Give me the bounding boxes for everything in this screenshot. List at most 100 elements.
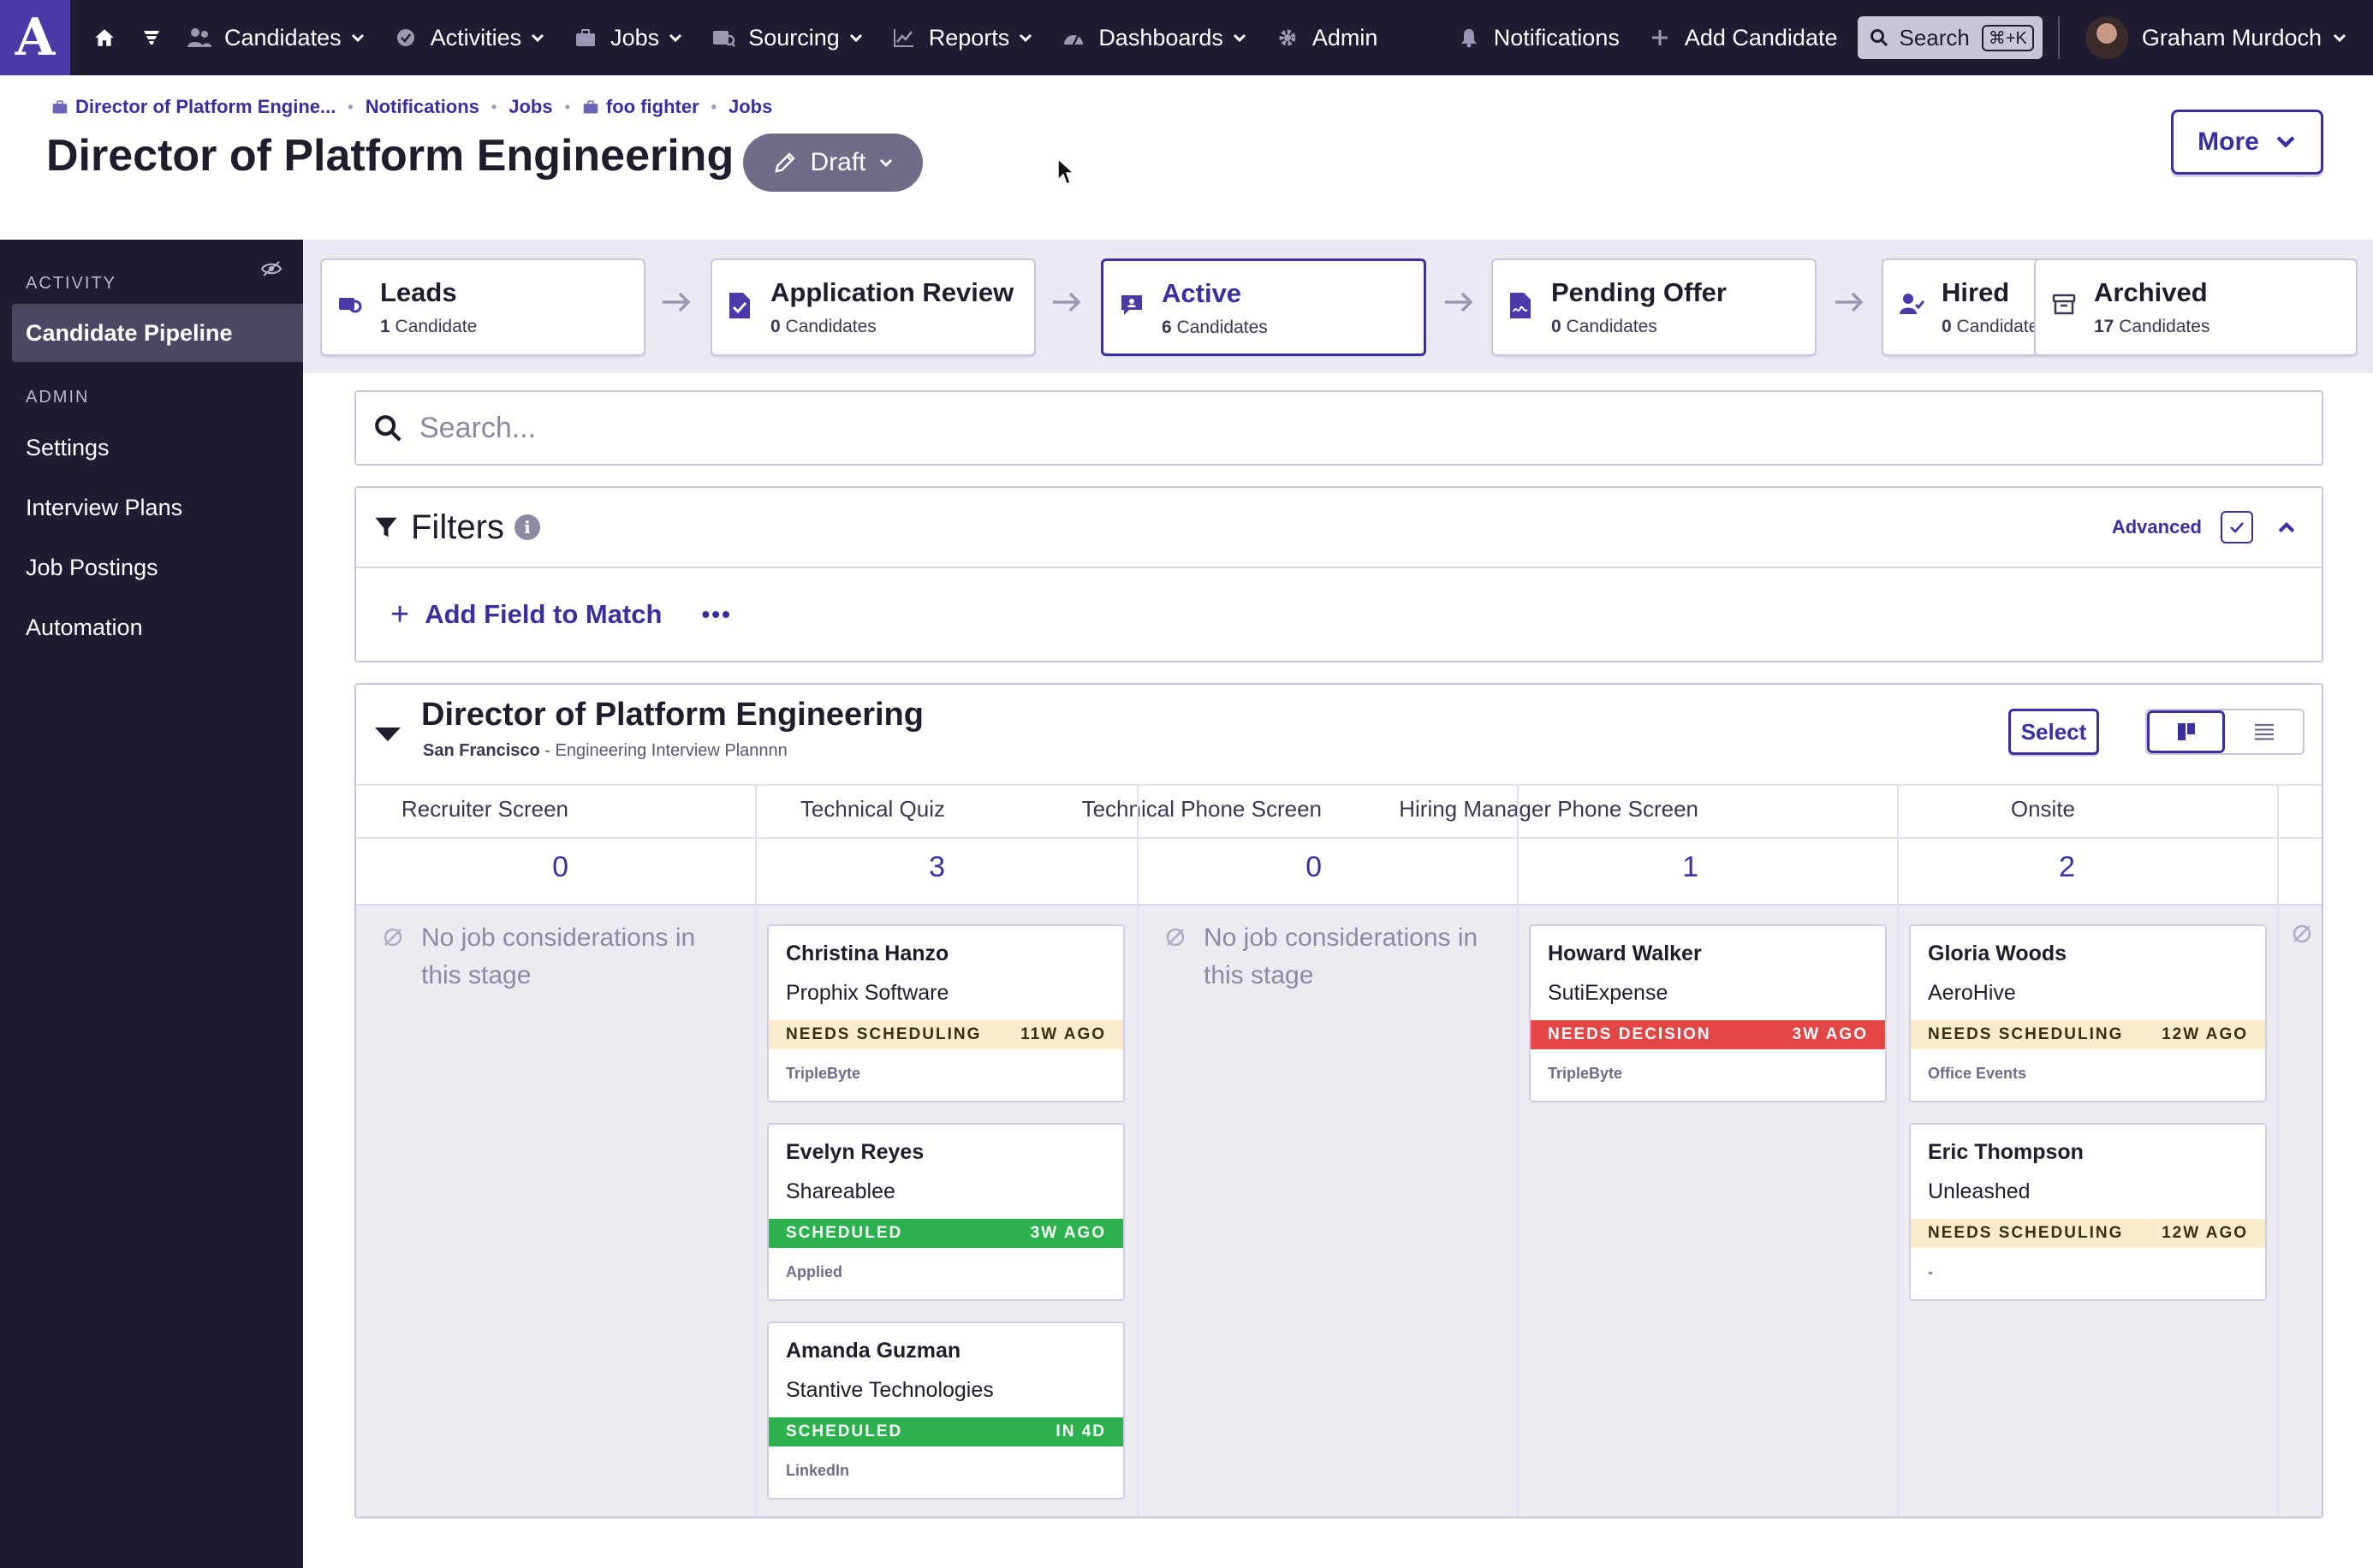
check-circle-icon (393, 25, 419, 50)
briefcase-icon (51, 99, 68, 115)
status-badge: NEEDS SCHEDULING 11W AGO (769, 1020, 1123, 1049)
pipeline-stage-active[interactable]: Active 6 Candidates (1101, 258, 1426, 356)
sourcing-icon (711, 25, 736, 50)
nav-jobs[interactable]: Jobs (559, 0, 697, 75)
pipeline-stage-pending-offer[interactable]: Pending Offer 0 Candidates (1491, 258, 1817, 356)
select-button[interactable]: Select (2008, 709, 2099, 755)
candidate-name: Gloria Woods (1928, 941, 2067, 965)
avatar[interactable] (2085, 16, 2128, 59)
chat-icon (1119, 292, 1145, 322)
nav-dashboards[interactable]: Dashboards (1047, 0, 1261, 75)
bell-icon (1456, 25, 1482, 50)
candidate-card[interactable]: Eric Thompson Unleashed NEEDS SCHEDULING… (1909, 1123, 2267, 1301)
nav-admin[interactable]: Admin (1261, 0, 1392, 75)
candidate-source: TripleByte (1548, 1065, 1623, 1082)
nav-candidates[interactable]: Candidates (173, 0, 379, 75)
status-dropdown[interactable]: Draft (743, 134, 923, 192)
pipeline-stage-application-review[interactable]: Application Review 0 Candidates (711, 258, 1036, 356)
nav-sourcing[interactable]: Sourcing (697, 0, 877, 75)
arrow-right-icon (1053, 292, 1081, 312)
candidate-source: - (1928, 1263, 1933, 1280)
sidebar-item-automation[interactable]: Automation (26, 614, 143, 640)
column-header (2087, 784, 2322, 906)
sidebar-section-admin: ADMIN (26, 388, 90, 407)
info-icon[interactable]: i (514, 514, 540, 540)
search-input[interactable] (419, 411, 2132, 445)
search-label: Search (1899, 24, 1970, 50)
column-header: Recruiter Screen 0 (356, 784, 580, 906)
kanban-view-icon[interactable] (2147, 710, 2226, 753)
more-button[interactable]: More (2171, 110, 2323, 175)
nav-notifications[interactable]: Notifications (1442, 0, 1633, 75)
more-options-icon[interactable]: ••• (701, 601, 732, 627)
column-divider (1137, 784, 1139, 1517)
status-badge: NEEDS DECISION 3W AGO (1531, 1020, 1885, 1049)
chevron-up-icon[interactable] (2277, 520, 2296, 534)
sidebar-item-candidate-pipeline[interactable]: Candidate Pipeline (12, 304, 303, 362)
candidate-card[interactable]: Gloria Woods AeroHive NEEDS SCHEDULING 12… (1909, 924, 2267, 1102)
eye-off-icon[interactable] (260, 260, 282, 277)
candidate-card[interactable]: Howard Walker SutiExpense NEEDS DECISION… (1529, 924, 1887, 1102)
user-menu[interactable]: Graham Murdoch (2142, 25, 2347, 51)
document-signature-icon (1508, 291, 1532, 324)
global-search-button[interactable]: Search ⌘+K (1858, 16, 2043, 59)
candidate-card[interactable]: Evelyn Reyes Shareablee SCHEDULED 3W AGO … (767, 1123, 1125, 1301)
breadcrumb-link[interactable]: foo fighter (605, 96, 699, 117)
status-badge: SCHEDULED 3W AGO (769, 1219, 1123, 1248)
stage-name: Application Review (770, 277, 1014, 307)
pipeline-stage-leads[interactable]: Leads 1 Candidate (320, 258, 645, 356)
sidebar-section-activity: ACTIVITY (26, 274, 117, 293)
breadcrumb-link[interactable]: Jobs (508, 96, 553, 117)
candidate-card[interactable]: Amanda Guzman Stantive Technologies SCHE… (767, 1322, 1125, 1500)
column-header: Technical Quiz 3 (580, 784, 957, 906)
pipeline-stage-archived[interactable]: Archived 17 Candidates (2034, 258, 2358, 356)
column-header: Technical Phone Screen 0 (957, 784, 1334, 906)
advanced-toggle[interactable]: Advanced (2112, 511, 2253, 543)
candidate-card[interactable]: Christina Hanzo Prophix Software NEEDS S… (767, 924, 1125, 1102)
sidebar-item-settings[interactable]: Settings (26, 434, 110, 460)
chevron-down-icon (532, 33, 544, 43)
candidate-company: SutiExpense (1548, 981, 1668, 1005)
breadcrumb-link[interactable]: Notifications (365, 96, 479, 117)
more-label: More (2198, 128, 2259, 156)
stage-count: 17 Candidates (2094, 317, 2210, 336)
board-title: Director of Platform Engineering (421, 697, 924, 733)
stage-count: 6 Candidates (1162, 318, 1268, 337)
user-check-icon (1899, 291, 1925, 321)
document-check-icon (728, 291, 752, 324)
add-field-to-match-button[interactable]: + Add Field to Match (390, 597, 662, 633)
nav-reports[interactable]: Reports (877, 0, 1048, 75)
column-name: Technical Phone Screen (1081, 796, 1322, 822)
list-view-icon[interactable] (2225, 710, 2303, 753)
home-icon[interactable] (79, 0, 130, 75)
candidate-search[interactable] (354, 390, 2323, 466)
empty-stage-message: No job considerations in this stage (1164, 919, 1478, 995)
nav-activities[interactable]: Activities (379, 0, 560, 75)
pipeline-stage-hired[interactable]: Hired 0 Candidates (1882, 258, 2053, 356)
arrow-right-icon (663, 292, 691, 312)
advanced-checkbox[interactable] (2221, 511, 2253, 543)
sidebar-item-interview-plans[interactable]: Interview Plans (26, 494, 183, 520)
sidebar-item-job-postings[interactable]: Job Postings (26, 554, 158, 580)
caret-down-icon[interactable] (373, 724, 402, 743)
stage-count: 0 Candidates (1551, 317, 1657, 336)
pipeline-filter-icon[interactable] (130, 0, 173, 75)
filters-title: Filters (411, 508, 504, 546)
breadcrumb-separator: • (711, 98, 717, 116)
briefcase-icon (573, 25, 598, 50)
empty-set-icon (384, 928, 402, 947)
breadcrumb-separator: • (491, 98, 497, 116)
nav-divider (2057, 16, 2060, 59)
add-candidate-button[interactable]: Add Candidate (1633, 0, 1852, 75)
breadcrumb-link[interactable]: Director of Platform Engine... (75, 96, 336, 117)
breadcrumb-separator: • (564, 98, 570, 116)
status-label: Draft (810, 148, 866, 176)
stage-name: Active (1162, 278, 1242, 308)
breadcrumb-link[interactable]: Jobs (728, 96, 773, 117)
status-badge: NEEDS SCHEDULING 12W AGO (1911, 1219, 2265, 1248)
nav-right: Notifications Add Candidate Search ⌘+K G… (1442, 0, 2373, 75)
stage-count: 1 Candidate (380, 317, 478, 336)
app-logo[interactable]: A (0, 0, 70, 75)
stage-name: Leads (380, 277, 457, 307)
column-count: 0 (1305, 851, 1322, 883)
